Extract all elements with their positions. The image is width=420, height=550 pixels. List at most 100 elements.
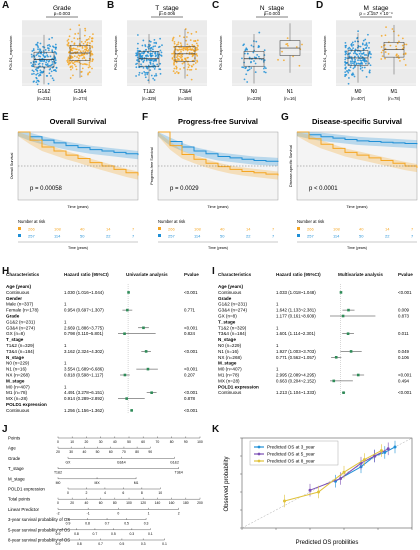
data-point <box>173 62 175 65</box>
nomogram-tick-label: 20 <box>85 440 89 444</box>
forest-header-c3: Multivariate analysis <box>338 272 383 277</box>
forest-pvalue: <0.001 <box>398 373 412 378</box>
data-point <box>78 24 81 27</box>
survival-title: Progress-free Survival <box>178 117 258 126</box>
data-point <box>356 53 358 56</box>
data-point <box>41 62 44 65</box>
nomogram-tick-label: 40 <box>113 440 117 444</box>
data-point <box>255 40 258 43</box>
risk-count: 108 <box>194 227 201 232</box>
data-point <box>42 55 45 57</box>
data-point <box>248 68 251 71</box>
data-point <box>54 59 57 62</box>
data-point <box>173 40 176 43</box>
data-point <box>173 45 176 48</box>
data-point <box>36 72 39 75</box>
forest-label: Continuous <box>6 290 30 295</box>
data-point <box>180 44 183 47</box>
data-point <box>71 56 74 59</box>
data-point <box>178 55 181 58</box>
risk-count: 7 <box>132 234 135 239</box>
forest-hr: 1 <box>64 319 67 324</box>
forest-label: Male (n=337) <box>6 302 34 307</box>
data-point <box>191 44 194 46</box>
group-n: (n=274) <box>73 96 88 101</box>
nomogram-row-label: Grade <box>8 456 21 461</box>
data-point <box>79 62 82 65</box>
data-point <box>354 51 356 53</box>
data-point <box>149 61 152 64</box>
data-point <box>67 58 69 61</box>
risk-swatch <box>158 234 161 237</box>
data-point <box>357 59 359 62</box>
data-point <box>358 62 361 65</box>
data-point <box>39 49 42 51</box>
nomogram-tick-label: 10 <box>70 440 74 444</box>
forest-pvalue: 0.106 <box>398 355 410 360</box>
data-point <box>363 48 365 51</box>
legend-box <box>249 440 339 466</box>
nomogram-tick-label: G3&4 <box>117 460 126 464</box>
risk-count: 114 <box>194 234 201 239</box>
hr-marker <box>144 350 148 353</box>
data-point <box>345 62 348 64</box>
data-point <box>365 76 368 78</box>
forest-plot-univariate: Characteristics Hazard ratio (95%CI) Univa… <box>0 268 210 418</box>
forest-hr: 0.954 (0.697~1.307) <box>64 308 104 313</box>
data-point <box>78 54 81 57</box>
data-point <box>351 60 354 62</box>
data-point <box>263 54 266 56</box>
nomogram-tick-label: 0.3 <box>144 522 149 526</box>
data-point <box>349 66 352 69</box>
nomogram-tick-label: 50 <box>127 440 131 444</box>
data-point <box>153 38 156 41</box>
data-point <box>350 62 352 64</box>
data-point <box>135 52 138 55</box>
nomogram-tick-label: 30 <box>99 440 103 444</box>
data-point <box>30 62 32 64</box>
data-point <box>147 58 150 61</box>
data-point <box>262 67 265 70</box>
confidence-band <box>158 132 278 180</box>
forest-label: M_stage <box>6 378 25 383</box>
hr-marker <box>342 391 345 394</box>
p-value: p = 0.00058 <box>30 186 63 192</box>
data-point <box>385 26 387 29</box>
data-point <box>149 59 152 61</box>
data-point <box>144 72 147 74</box>
data-point <box>85 43 88 46</box>
group-n: (n=16) <box>284 96 297 101</box>
data-point <box>91 37 94 40</box>
data-point <box>158 68 161 71</box>
data-point <box>87 72 90 75</box>
group-n: (n=329) <box>142 96 157 101</box>
nomogram-tick-label: 60 <box>141 440 145 444</box>
nomogram-tick-label: T1&2 <box>54 471 62 475</box>
y-axis-label: Disease-specific Survival <box>289 145 293 187</box>
forest-hr: 0.771 (0.562~1.057) <box>276 355 316 360</box>
data-point <box>281 50 283 53</box>
hr-marker <box>347 308 350 312</box>
data-point <box>350 56 353 59</box>
data-point <box>183 61 185 64</box>
data-point <box>192 63 195 66</box>
data-point <box>384 34 387 37</box>
hr-marker <box>127 291 130 294</box>
data-point <box>365 54 368 56</box>
data-point <box>344 44 347 47</box>
data-point <box>368 62 371 65</box>
data-point <box>142 66 145 69</box>
nomogram-tick-label: 0.3 <box>129 532 134 536</box>
nomogram-tick-label: 0 <box>117 511 119 515</box>
data-point <box>178 35 181 37</box>
data-point <box>344 46 347 49</box>
nomogram-tick-label: 70 <box>156 440 160 444</box>
nomogram-row-label: 3-year survival probability of OS <box>8 517 70 522</box>
data-point <box>153 42 156 44</box>
data-point <box>71 66 74 69</box>
forest-header-c3: Univariate analysis <box>126 272 168 277</box>
data-point <box>384 47 387 50</box>
data-point <box>191 48 194 51</box>
data-point <box>35 73 38 76</box>
